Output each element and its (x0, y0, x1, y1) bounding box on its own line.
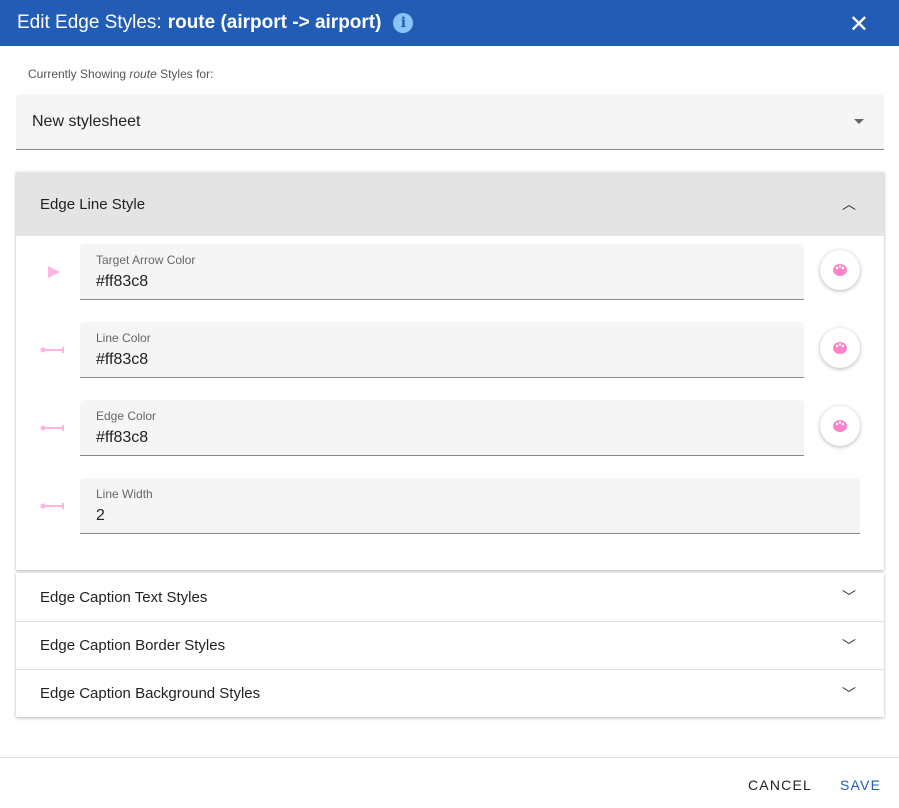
subtitle-pre: Currently Showing (28, 67, 130, 81)
field-value: 2 (96, 507, 105, 524)
panel-caption-text-styles[interactable]: Edge Caption Text Styles ﹀ (16, 573, 884, 621)
panel-caption-background-styles[interactable]: Edge Caption Background Styles ﹀ (16, 669, 884, 717)
color-picker-button[interactable] (820, 250, 860, 290)
line-width-field[interactable]: Line Width 2 (80, 478, 860, 534)
palette-icon (833, 264, 847, 276)
dialog-title-prefix: Edit Edge Styles: (17, 12, 162, 33)
arrow-head-icon (48, 266, 60, 278)
field-row-edge-color: Edge Color #ff83c8 (16, 392, 884, 470)
field-value: #ff83c8 (96, 429, 149, 446)
line-color-field[interactable]: Line Color #ff83c8 (80, 322, 804, 378)
panel-caption-border-styles[interactable]: Edge Caption Border Styles ﹀ (16, 621, 884, 669)
field-row-line-color: Line Color #ff83c8 (16, 314, 884, 392)
subtitle-post: Styles for: (156, 67, 214, 81)
chevron-down-icon: ﹀ (842, 589, 856, 605)
field-value: #ff83c8 (96, 351, 149, 368)
subtitle-type: route (129, 67, 157, 81)
panel-title: Edge Caption Background Styles (40, 685, 261, 702)
edge-line-icon (40, 425, 64, 431)
field-row-target-arrow-color: Target Arrow Color #ff83c8 (16, 236, 884, 314)
info-icon[interactable]: i (393, 13, 414, 33)
close-icon[interactable]: ✕ (848, 11, 869, 38)
color-picker-button[interactable] (820, 406, 860, 446)
field-label: Line Width (96, 487, 153, 501)
field-row-line-width: Line Width 2 (16, 470, 884, 570)
palette-icon (833, 420, 847, 432)
cancel-button[interactable]: CANCEL (748, 777, 812, 793)
collapsed-panels: Edge Caption Text Styles ﹀ Edge Caption B… (16, 573, 884, 717)
stylesheet-value: New stylesheet (32, 112, 141, 130)
field-label: Target Arrow Color (96, 253, 196, 267)
color-picker-button[interactable] (820, 328, 860, 368)
dialog-header: Edit Edge Styles: route (airport -> airp… (0, 0, 899, 46)
save-button[interactable]: SAVE (840, 777, 882, 793)
field-value: #ff83c8 (96, 273, 149, 290)
chevron-down-icon: ﹀ (842, 637, 856, 654)
panel-title: Edge Caption Text Styles (40, 588, 208, 606)
edge-line-icon (40, 503, 64, 509)
field-label: Edge Color (96, 409, 157, 423)
chevron-up-icon: ︿ (842, 196, 856, 212)
edge-color-field[interactable]: Edge Color #ff83c8 (80, 400, 804, 456)
stylesheet-select[interactable]: New stylesheet (16, 94, 884, 150)
dialog-title-edge: route (airport -> airport) (167, 12, 382, 33)
palette-icon (833, 342, 847, 354)
field-label: Line Color (96, 331, 151, 345)
dialog-footer: CANCEL SAVE (0, 757, 899, 808)
chevron-down-icon: ﹀ (842, 685, 856, 702)
currently-showing-label: Currently Showing route Styles for: (28, 67, 213, 81)
edge-line-icon (40, 347, 64, 353)
panel-title: Edge Caption Border Styles (40, 637, 226, 654)
panel-title: Edge Line Style (40, 195, 146, 213)
edge-line-style-panel: Edge Line Style ︿ Target Arrow Color #ff83… (16, 172, 884, 570)
target-arrow-color-field[interactable]: Target Arrow Color #ff83c8 (80, 244, 804, 300)
panel-header-line-style[interactable]: Edge Line Style ︿ (16, 172, 884, 236)
dropdown-caret-icon (854, 119, 864, 124)
